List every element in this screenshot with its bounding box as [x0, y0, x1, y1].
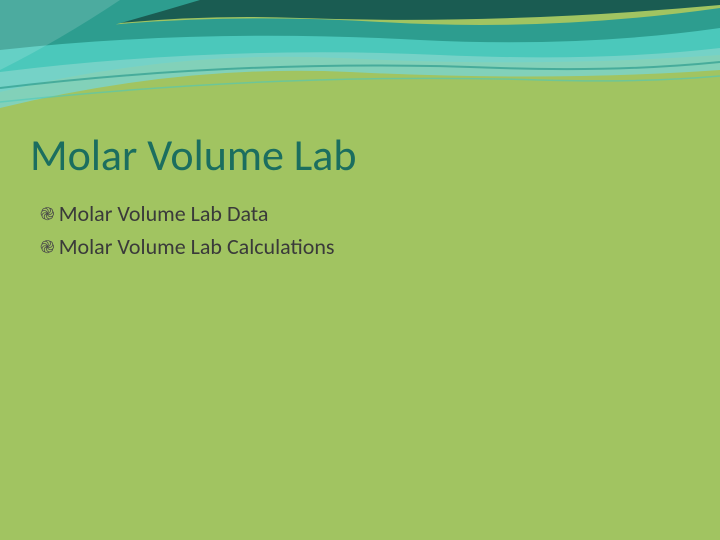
list-item: ֎ Molar Volume Lab Data [40, 200, 335, 227]
bullet-text: Molar Volume Lab Data [59, 200, 269, 227]
slide-container: Molar Volume Lab ֎ Molar Volume Lab Data… [0, 0, 720, 540]
wave-svg [0, 0, 720, 140]
list-item: ֎ Molar Volume Lab Calculations [40, 233, 335, 260]
wave-decoration [0, 0, 720, 140]
bullet-marker-icon: ֎ [40, 235, 55, 259]
bullet-marker-icon: ֎ [40, 202, 55, 226]
bullet-list: ֎ Molar Volume Lab Data ֎ Molar Volume L… [40, 200, 335, 266]
bullet-text: Molar Volume Lab Calculations [59, 233, 335, 260]
slide-title: Molar Volume Lab [30, 128, 357, 182]
